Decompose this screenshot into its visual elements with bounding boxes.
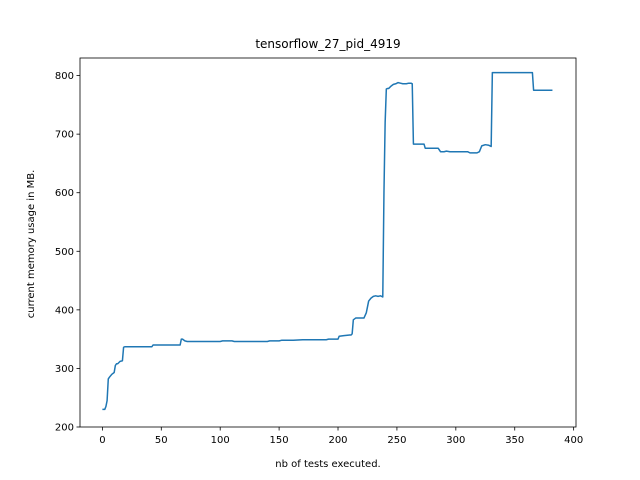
y-tick-label-700: 700	[55, 130, 74, 141]
axes-layer: 0 50 100 150 200 250 300 350 400 200 300 400 500 600 7…	[55, 57, 583, 446]
y-tick-label-600: 600	[55, 188, 74, 199]
y-tick-label-300: 300	[55, 364, 74, 375]
y-tick-label-400: 400	[55, 305, 74, 316]
x-tick-label-200: 200	[328, 435, 347, 446]
series-line-0	[102, 71, 553, 411]
y-tick-label-200: 200	[55, 423, 74, 434]
x-tick-label-250: 250	[387, 435, 406, 446]
x-tick-label-350: 350	[505, 435, 524, 446]
x-tick-label-100: 100	[211, 435, 230, 446]
chart-title: tensorflow_27_pid_4919	[255, 37, 400, 51]
x-tick-label-50: 50	[155, 435, 168, 446]
x-tick-label-150: 150	[270, 435, 289, 446]
x-tick-label-300: 300	[446, 435, 465, 446]
y-axis-label: current memory usage in MB.	[26, 170, 37, 319]
y-tick-label-800: 800	[55, 71, 74, 82]
plot-frame	[79, 57, 577, 428]
series-layer	[102, 71, 553, 411]
x-tick-label-400: 400	[564, 435, 583, 446]
x-tick-label-0: 0	[99, 435, 105, 446]
y-tick-label-500: 500	[55, 247, 74, 258]
x-axis-label: nb of tests executed.	[275, 459, 380, 470]
